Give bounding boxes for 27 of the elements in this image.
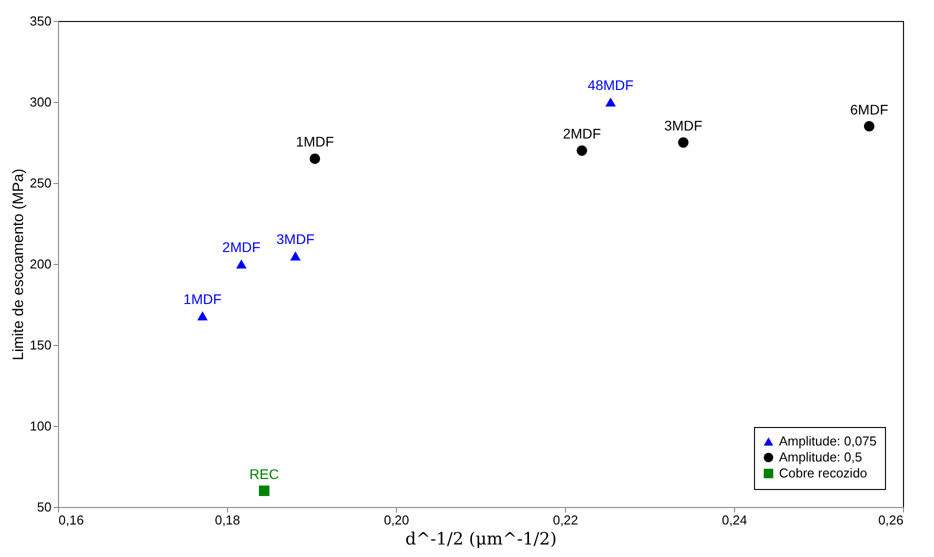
- y-tick-label: 200: [30, 256, 52, 272]
- y-tick-label: 350: [30, 14, 52, 28]
- legend-label: Amplitude: 0,5: [779, 450, 862, 464]
- y-tick-label: 250: [30, 176, 52, 190]
- x-tick-label: 0,18: [214, 512, 240, 528]
- annotation: 2MDF: [562, 126, 601, 142]
- x-tick-label: 0,24: [722, 512, 748, 528]
- legend-label: Amplitude: 0,075: [779, 434, 877, 448]
- x-tick-label: 0,22: [552, 512, 578, 528]
- legend-label: Cobre recozido: [779, 466, 868, 480]
- x-axis-title: d^-1/2 (μm^-1/2): [405, 530, 557, 550]
- annotation: 1MDF: [183, 290, 222, 307]
- annotation: 48MDF: [588, 77, 634, 93]
- annotation: 2MDF: [222, 239, 260, 255]
- annotation: REC: [249, 466, 279, 482]
- y-tick-label: 100: [30, 418, 52, 434]
- x-tick-label: 0,26: [878, 512, 904, 528]
- annotation: 1MDF: [296, 134, 334, 150]
- y-tick-label: 150: [30, 338, 52, 352]
- annotation: 6MDF: [850, 101, 888, 118]
- y-tick-label: 50: [37, 500, 52, 514]
- x-tick-label: 0,20: [384, 512, 410, 528]
- annotation: 3MDF: [664, 118, 702, 134]
- y-axis-title: Limite de escoamento (MPa): [10, 168, 27, 360]
- annotation: 3MDF: [276, 230, 315, 247]
- x-tick-label: 0,16: [58, 512, 84, 528]
- y-tick-label: 300: [30, 94, 52, 110]
